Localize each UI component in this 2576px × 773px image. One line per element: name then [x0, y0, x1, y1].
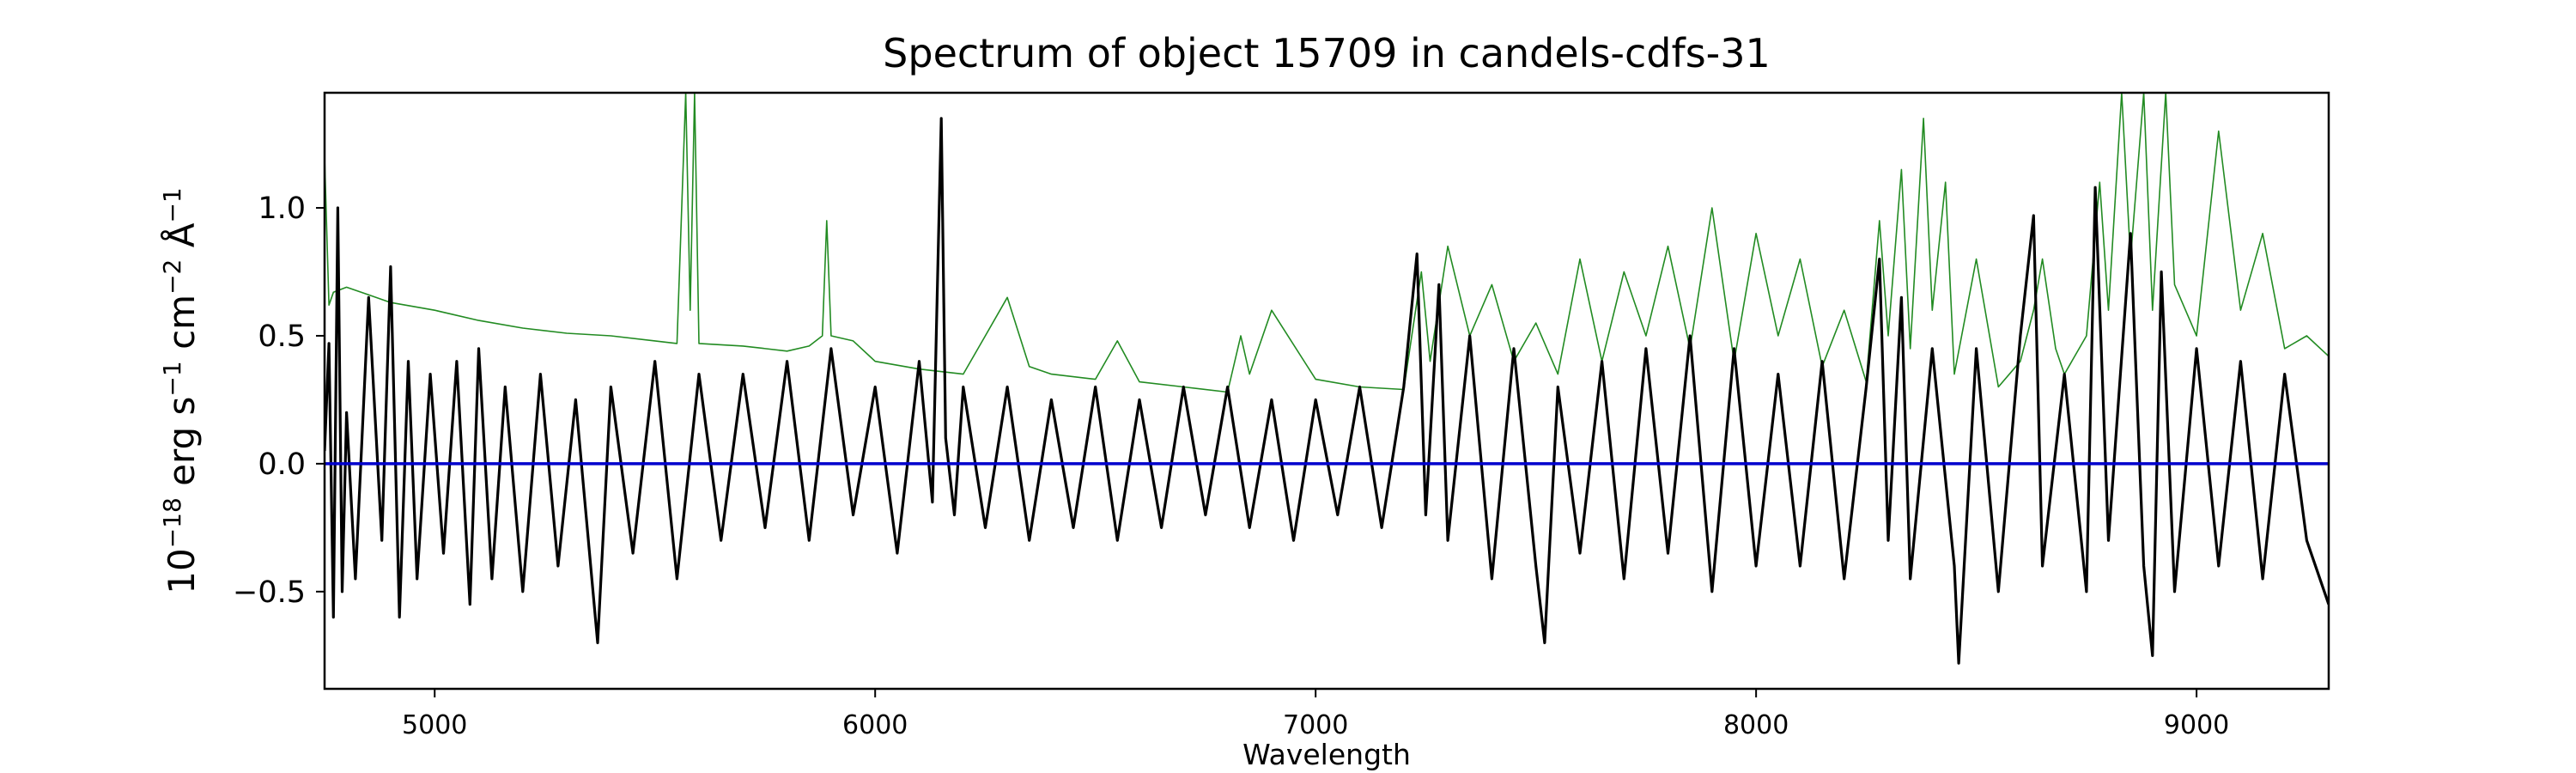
y-axis-label: 10−18 erg s−1 cm−2 Å−1: [158, 187, 204, 593]
x-tick-label: 7000: [1283, 710, 1348, 740]
plot-area: [323, 91, 2330, 691]
chart-title: Spectrum of object 15709 in candels-cdfs…: [883, 30, 1771, 76]
x-tick-label: 9000: [2164, 710, 2229, 740]
y-tick-label: 0.5: [258, 320, 306, 354]
y-axis: −0.5 0.0 0.5 1.0: [233, 192, 325, 610]
x-tick-label: 8000: [1723, 710, 1789, 740]
x-axis: 5000 6000 7000 8000 9000: [402, 689, 2229, 740]
y-tick-label: −0.5: [233, 575, 306, 610]
x-tick-label: 5000: [402, 710, 467, 740]
x-axis-label: Wavelength: [1242, 738, 1411, 771]
y-tick-label: 1.0: [258, 192, 306, 226]
x-tick-label: 6000: [842, 710, 908, 740]
y-tick-label: 0.0: [258, 447, 306, 482]
series-layer: [325, 93, 2329, 665]
axes-frame: [323, 91, 2330, 691]
flux-spectrum-line: [325, 117, 2329, 665]
